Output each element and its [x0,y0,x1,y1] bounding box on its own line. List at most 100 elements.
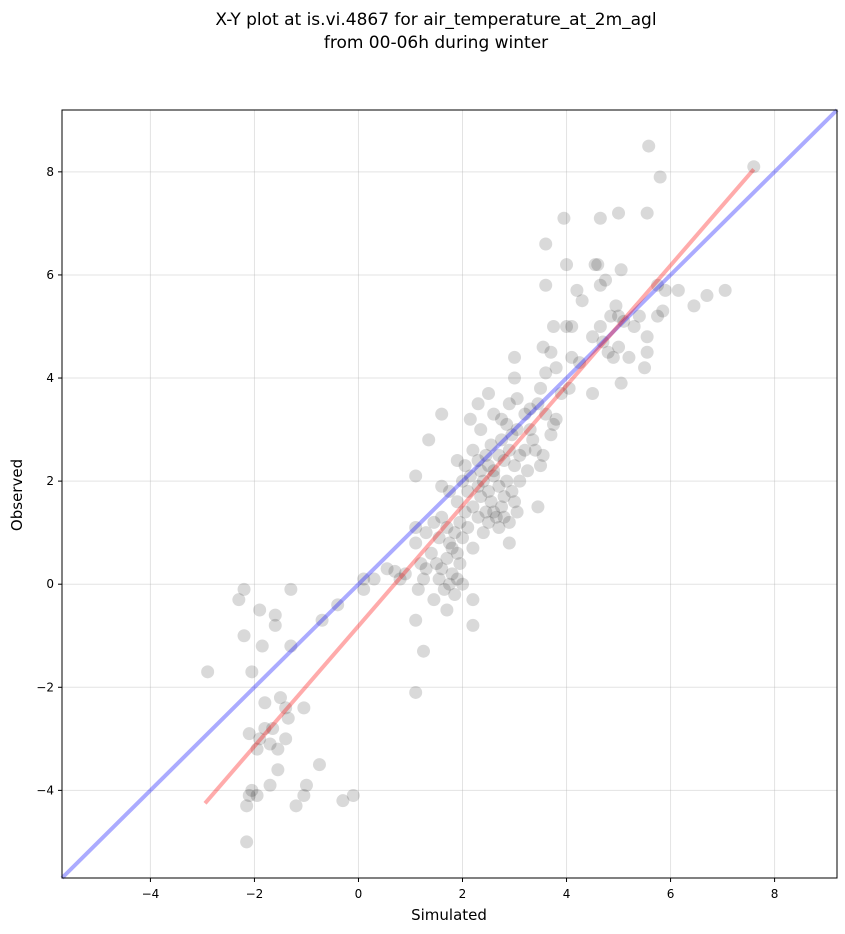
data-point-129 [435,510,449,524]
data-point-67 [534,459,548,473]
data-point-164 [411,582,425,596]
y-axis-label: Observed [8,459,26,531]
data-point-141 [476,526,490,540]
data-point-41 [565,350,579,364]
data-point-207 [245,783,259,797]
data-point-151 [429,557,443,571]
data-point-115 [487,469,501,483]
data-point-62 [539,407,553,421]
data-point-142 [482,515,496,529]
data-point-172 [388,564,402,578]
data-point-187 [268,618,282,632]
data-point-54 [562,381,576,395]
data-point-95 [505,428,519,442]
data-point-94 [502,443,516,457]
data-point-89 [484,438,498,452]
data-point-113 [482,484,496,498]
data-point-42 [573,356,587,370]
x-tick-label-4: 4 [563,887,571,901]
data-point-189 [284,639,298,653]
data-point-80 [528,443,542,457]
data-point-90 [487,464,501,478]
data-point-214 [336,794,350,808]
data-point-49 [614,376,628,390]
data-point-21 [700,289,714,303]
data-point-53 [554,386,568,400]
data-point-17 [651,278,665,292]
data-point-18 [658,283,672,297]
data-point-143 [487,505,501,519]
data-point-216 [240,835,254,849]
data-point-71 [471,397,485,411]
data-point-87 [479,448,493,462]
data-point-194 [297,701,311,715]
data-point-152 [432,572,446,586]
data-point-24 [565,319,579,333]
data-point-163 [416,572,430,586]
data-point-34 [640,330,654,344]
data-point-93 [497,453,511,467]
data-point-99 [521,464,535,478]
data-point-206 [312,758,326,772]
data-point-73 [487,407,501,421]
data-point-130 [440,521,454,535]
y-tick-label-6: 8 [46,165,54,179]
data-point-126 [419,526,433,540]
data-point-36 [656,304,670,318]
data-point-198 [263,737,277,751]
data-point-83 [458,459,472,473]
data-point-88 [482,459,496,473]
data-point-180 [201,665,215,679]
data-point-74 [495,412,509,426]
data-point-51 [534,381,548,395]
y-tick-label-3: 2 [46,474,54,488]
data-point-91 [492,448,506,462]
data-point-16 [599,273,613,287]
data-point-28 [604,309,618,323]
data-point-184 [253,603,267,617]
data-point-19 [671,283,685,297]
data-point-125 [409,521,423,535]
data-point-138 [461,521,475,535]
x-tick-label-0: −4 [142,887,160,901]
data-point-102 [435,479,449,493]
data-point-78 [523,423,537,437]
data-point-159 [453,557,467,571]
data-point-146 [502,536,516,550]
data-point-15 [593,278,607,292]
data-point-131 [443,536,456,550]
data-point-29 [609,299,623,313]
data-point-147 [409,536,423,550]
data-point-155 [443,577,456,591]
data-point-158 [450,572,464,586]
data-point-45 [612,340,626,354]
data-point-14 [575,294,589,308]
data-point-32 [627,319,641,333]
data-point-66 [536,448,550,462]
data-point-210 [240,799,254,813]
data-point-178 [331,598,345,612]
data-point-139 [466,541,480,555]
data-point-44 [606,350,620,364]
data-point-11 [614,263,628,277]
data-point-57 [482,386,496,400]
data-point-35 [651,309,665,323]
data-point-156 [445,567,459,581]
data-point-60 [523,402,537,416]
grid [62,110,837,878]
y-tick-label-2: 0 [46,577,54,591]
data-point-33 [632,309,646,323]
data-point-5 [612,206,626,220]
x-tick-label-6: 8 [771,887,779,901]
data-point-56 [549,361,563,375]
data-point-150 [424,546,438,560]
data-point-190 [245,665,259,679]
data-point-101 [409,469,423,483]
data-point-76 [510,423,524,437]
data-point-92 [495,433,509,447]
data-point-75 [500,417,514,431]
data-point-162 [427,593,441,607]
data-point-135 [453,515,467,529]
data-point-124 [510,505,524,519]
